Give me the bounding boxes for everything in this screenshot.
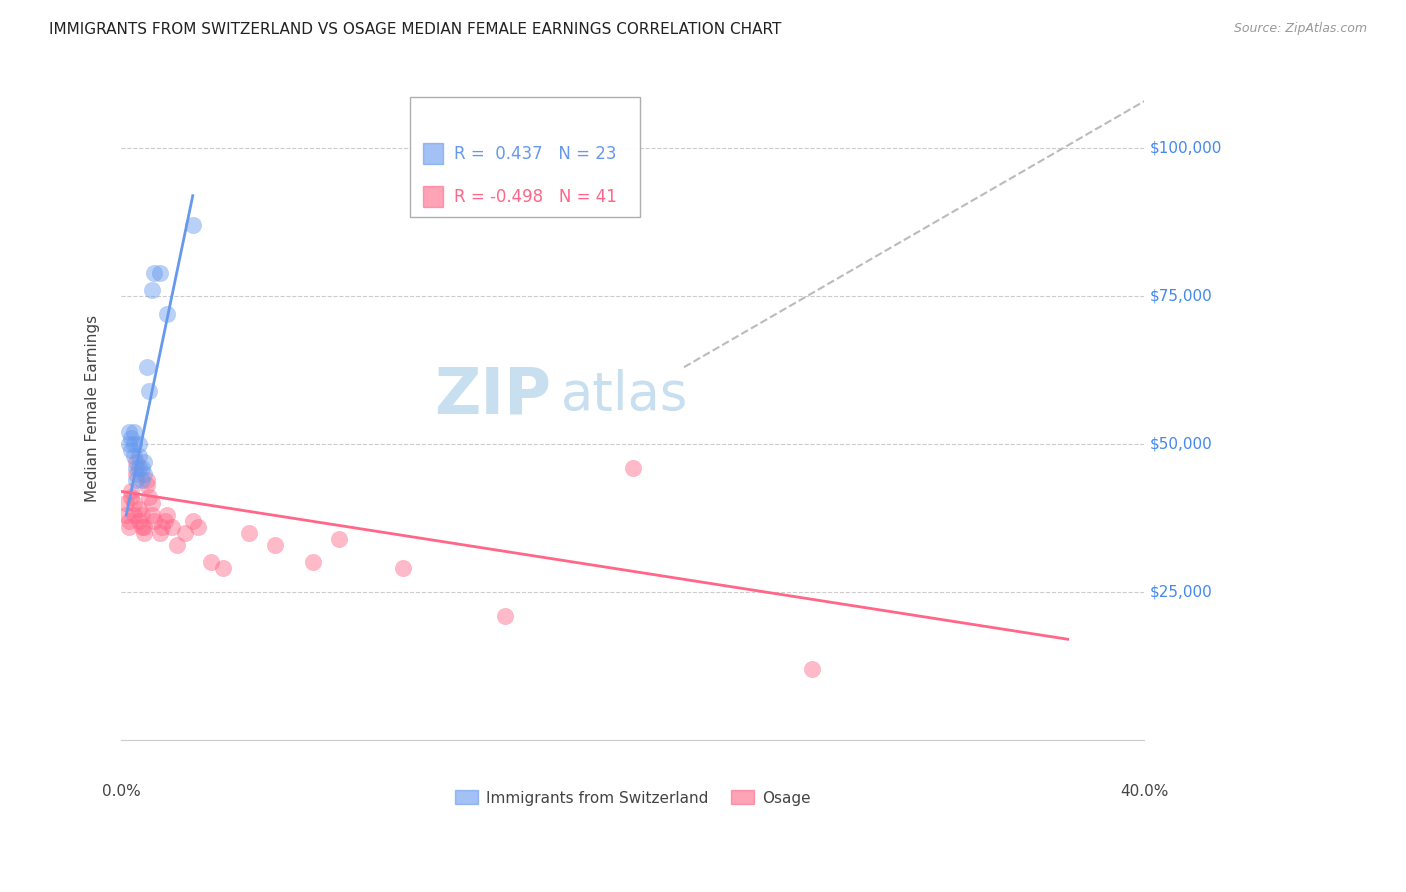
Point	[134, 520, 156, 534]
Point	[156, 508, 179, 522]
Point	[128, 502, 150, 516]
Point	[141, 283, 163, 297]
Point	[141, 508, 163, 522]
Text: $25,000: $25,000	[1150, 584, 1212, 599]
Point	[162, 520, 184, 534]
FancyBboxPatch shape	[423, 143, 443, 164]
Legend: Immigrants from Switzerland, Osage: Immigrants from Switzerland, Osage	[449, 784, 817, 812]
Point	[263, 538, 285, 552]
FancyBboxPatch shape	[409, 97, 640, 217]
Point	[212, 561, 235, 575]
Point	[122, 449, 145, 463]
Point	[135, 478, 157, 492]
Point	[120, 442, 142, 457]
Point	[118, 437, 141, 451]
Point	[118, 425, 141, 440]
Point	[135, 360, 157, 375]
Point	[122, 425, 145, 440]
Point	[120, 484, 142, 499]
Point	[138, 491, 160, 505]
Point	[134, 525, 156, 540]
Point	[118, 520, 141, 534]
Point	[143, 514, 166, 528]
Point	[125, 473, 148, 487]
Point	[200, 555, 222, 569]
Point	[125, 455, 148, 469]
Point	[115, 496, 138, 510]
Point	[122, 437, 145, 451]
Point	[128, 449, 150, 463]
Point	[120, 431, 142, 445]
Point	[174, 525, 197, 540]
Point	[181, 219, 204, 233]
Text: 40.0%: 40.0%	[1121, 784, 1168, 799]
Point	[141, 496, 163, 510]
Point	[122, 496, 145, 510]
Text: R =  0.437   N = 23: R = 0.437 N = 23	[454, 145, 616, 162]
Text: $75,000: $75,000	[1150, 289, 1212, 304]
Point	[302, 555, 325, 569]
Point	[134, 455, 156, 469]
Point	[125, 467, 148, 481]
Point	[153, 514, 176, 528]
Point	[125, 460, 148, 475]
Text: 0.0%: 0.0%	[101, 784, 141, 799]
Y-axis label: Median Female Earnings: Median Female Earnings	[86, 315, 100, 502]
Point	[128, 514, 150, 528]
Point	[122, 508, 145, 522]
Point	[120, 491, 142, 505]
Point	[131, 508, 153, 522]
Text: IMMIGRANTS FROM SWITZERLAND VS OSAGE MEDIAN FEMALE EARNINGS CORRELATION CHART: IMMIGRANTS FROM SWITZERLAND VS OSAGE MED…	[49, 22, 782, 37]
Point	[621, 460, 644, 475]
Point	[238, 525, 260, 540]
Point	[131, 460, 153, 475]
Point	[128, 437, 150, 451]
Point	[148, 266, 170, 280]
FancyBboxPatch shape	[423, 186, 443, 207]
Text: $100,000: $100,000	[1150, 141, 1222, 156]
Point	[328, 532, 350, 546]
Text: Source: ZipAtlas.com: Source: ZipAtlas.com	[1233, 22, 1367, 36]
Point	[118, 514, 141, 528]
Text: R = -0.498   N = 41: R = -0.498 N = 41	[454, 187, 617, 206]
Point	[131, 473, 153, 487]
Point	[156, 307, 179, 321]
Text: atlas: atlas	[561, 369, 689, 421]
Point	[115, 508, 138, 522]
Point	[135, 473, 157, 487]
Text: ZIP: ZIP	[434, 364, 551, 426]
Point	[131, 520, 153, 534]
Point	[391, 561, 413, 575]
Point	[138, 384, 160, 398]
Point	[166, 538, 188, 552]
Point	[148, 525, 170, 540]
Point	[800, 662, 823, 676]
Point	[128, 460, 150, 475]
Point	[494, 608, 516, 623]
Point	[150, 520, 173, 534]
Point	[134, 467, 156, 481]
Point	[143, 266, 166, 280]
Text: $50,000: $50,000	[1150, 436, 1212, 451]
Point	[181, 514, 204, 528]
Point	[187, 520, 209, 534]
